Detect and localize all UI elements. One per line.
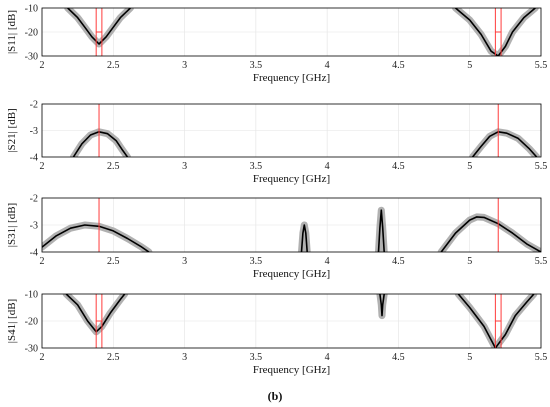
x-tick-label: 2.5 <box>107 256 120 267</box>
plot-data-group <box>64 8 539 56</box>
y-axis-label: |S31| [dB] <box>6 203 18 247</box>
series-line <box>300 224 308 252</box>
x-tick-label: 3.5 <box>250 60 263 71</box>
series-line <box>457 294 535 348</box>
y-axis-label: |S41| [dB] <box>6 299 18 343</box>
x-tick-label: 2.5 <box>107 352 120 363</box>
x-tick-label: 2.5 <box>107 161 120 172</box>
x-tick-label: 2 <box>40 161 45 172</box>
series-line <box>65 294 126 333</box>
chart-panel-1: 2 2.5 3 3.5 4 4.5 5 5.5 -10 -20 -30 Frequency [GHz]… <box>6 4 547 85</box>
x-tick-label: 2 <box>40 60 45 71</box>
y-tick-label: -4 <box>30 248 38 259</box>
x-tick-label: 5 <box>467 161 472 172</box>
y-tick-label: -3 <box>30 221 38 232</box>
y-tick-label: -2 <box>30 100 38 111</box>
plot-data-group <box>62 294 538 348</box>
chart-panel-4: 2 2.5 3 3.5 4 4.5 5 5.5 -10 -20 -30 Frequency [GHz]… <box>6 290 547 377</box>
x-tick-label: 4 <box>325 256 330 267</box>
y-tick-label: -2 <box>30 194 38 205</box>
x-tick-label: 4 <box>325 352 330 363</box>
x-tick-label: 4.5 <box>392 256 405 267</box>
series-line <box>67 8 131 45</box>
y-axis-label: |S21| [dB] <box>6 108 18 152</box>
x-tick-label: 3 <box>182 352 187 363</box>
y-tick-label: -3 <box>30 126 38 137</box>
x-tick-label: 3.5 <box>250 256 263 267</box>
axes-frame <box>41 293 542 349</box>
y-axis-label: |S11| [dB] <box>6 10 18 54</box>
x-tick-label: 4.5 <box>392 60 405 71</box>
axes-frame <box>41 103 542 158</box>
x-tick-label: 2.5 <box>107 60 120 71</box>
y-tick-label: -20 <box>25 28 38 39</box>
plot-data-group <box>42 198 541 252</box>
x-tick-label: 5 <box>467 352 472 363</box>
x-axis-label: Frequency [GHz] <box>253 72 330 84</box>
y-tick-label: -10 <box>25 4 38 15</box>
series-line <box>454 8 536 56</box>
series-line <box>379 294 385 317</box>
chart-panel-3: 2 2.5 3 3.5 4 4.5 5 5.5 -2 -3 -4 Frequency [GHz] |S3… <box>6 194 547 281</box>
axes-frame <box>41 7 542 57</box>
chart-panel-2: 2 2.5 3 3.5 4 4.5 5 5.5 -2 -3 -4 Frequency [GHz] |S2… <box>6 100 547 186</box>
x-tick-label: 5.5 <box>535 60 548 71</box>
x-tick-label: 4 <box>325 60 330 71</box>
axes-frame <box>41 197 542 253</box>
x-tick-label: 3 <box>182 161 187 172</box>
plot-data-group <box>69 104 541 157</box>
x-axis-label: Frequency [GHz] <box>253 268 330 280</box>
series-line <box>377 209 385 252</box>
x-tick-label: 5.5 <box>535 161 548 172</box>
series-line <box>471 131 538 157</box>
figure-caption: (b) <box>268 389 283 403</box>
x-tick-label: 5 <box>467 60 472 71</box>
x-tick-label: 3.5 <box>250 352 263 363</box>
x-tick-label: 5.5 <box>535 256 548 267</box>
x-tick-label: 4 <box>325 161 330 172</box>
x-tick-label: 3 <box>182 256 187 267</box>
x-axis-label: Frequency [GHz] <box>253 364 330 376</box>
x-tick-label: 5 <box>467 256 472 267</box>
x-tick-label: 2 <box>40 256 45 267</box>
series-line <box>440 216 541 252</box>
x-tick-label: 4.5 <box>392 161 405 172</box>
y-tick-label: -4 <box>30 153 38 164</box>
x-axis-label: Frequency [GHz] <box>253 173 330 185</box>
x-tick-label: 5.5 <box>535 352 548 363</box>
y-tick-label: -30 <box>25 344 38 355</box>
x-tick-label: 2 <box>40 352 45 363</box>
x-tick-label: 4.5 <box>392 352 405 363</box>
y-tick-label: -20 <box>25 317 38 328</box>
y-tick-label: -30 <box>25 52 38 63</box>
series-line <box>72 131 129 157</box>
y-tick-label: -10 <box>25 290 38 301</box>
x-tick-label: 3 <box>182 60 187 71</box>
x-tick-label: 3.5 <box>250 161 263 172</box>
